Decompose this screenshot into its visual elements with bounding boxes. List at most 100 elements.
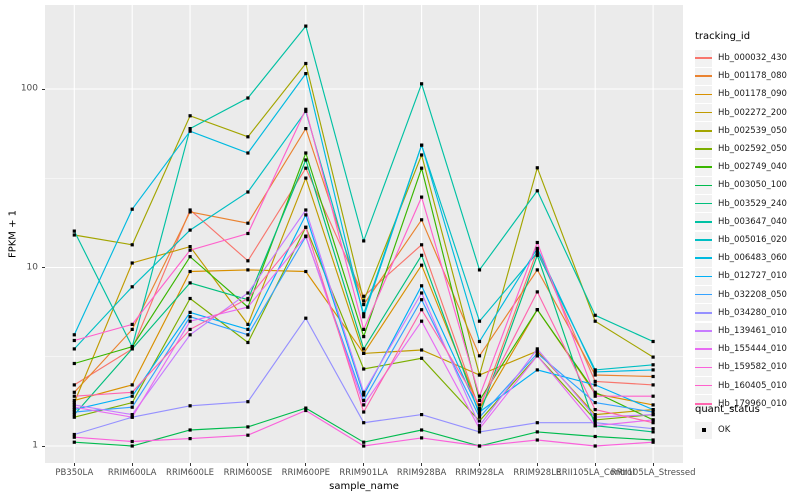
data-point	[188, 255, 192, 259]
legend-label: Hb_179960_010	[718, 398, 787, 409]
data-point	[188, 245, 192, 249]
legend-key-line-icon	[695, 148, 712, 150]
data-point	[362, 398, 366, 402]
data-point	[130, 394, 134, 398]
legend-entry-Hb_001178_090: Hb_001178_090	[694, 85, 800, 103]
data-point	[535, 430, 539, 434]
data-point	[188, 281, 192, 285]
data-point	[188, 210, 192, 214]
data-point	[130, 243, 134, 247]
legend-entry-Hb_002592_050: Hb_002592_050	[694, 140, 800, 158]
data-point	[246, 433, 250, 437]
legend-key-line-icon	[695, 257, 712, 259]
data-point	[304, 213, 308, 217]
legend-label: Hb_002749_040	[718, 162, 787, 173]
legend-label: Hb_002272_200	[718, 107, 787, 118]
data-point	[651, 408, 655, 412]
data-point	[130, 345, 134, 349]
data-point	[246, 400, 250, 404]
legend-label: Hb_000032_430	[718, 53, 787, 63]
data-point	[535, 248, 539, 252]
data-point	[188, 129, 192, 133]
data-point	[593, 444, 597, 448]
data-point	[593, 413, 597, 417]
data-point	[72, 361, 76, 366]
legend-label: Hb_159582_010	[718, 362, 787, 373]
data-point	[246, 327, 250, 331]
data-point	[246, 231, 250, 236]
data-point	[72, 408, 76, 412]
data-point	[130, 322, 134, 326]
data-point	[304, 61, 308, 66]
data-point	[593, 373, 597, 377]
data-point	[304, 176, 308, 180]
data-point	[651, 339, 655, 344]
legend-key-box	[695, 286, 712, 304]
data-point	[362, 390, 366, 394]
data-point	[72, 440, 76, 444]
y-tick-label-1: 1	[32, 440, 38, 451]
y-tick-label-10: 10	[26, 262, 38, 272]
data-point	[651, 440, 655, 444]
x-tick-mark	[73, 463, 75, 466]
data-point	[362, 403, 366, 407]
data-point	[651, 394, 655, 398]
legend-key-box	[695, 213, 712, 231]
data-point	[72, 333, 76, 337]
x-tick-mark	[594, 463, 596, 466]
data-point	[72, 415, 76, 419]
legend-entry-Hb_000032_430: Hb_000032_430	[694, 49, 800, 67]
data-point	[420, 82, 424, 86]
legend-key-line-icon	[695, 111, 712, 114]
legend-key-line-icon	[695, 166, 712, 168]
data-point	[246, 305, 250, 309]
x-tick-mark	[189, 463, 191, 466]
legend-label: Hb_001178_090	[718, 89, 787, 100]
legend-key-box	[695, 140, 712, 158]
data-point	[362, 294, 366, 298]
legend-label: Hb_160405_010	[718, 380, 787, 391]
data-point	[362, 393, 366, 397]
legend-key-line-icon	[695, 93, 712, 96]
data-point	[72, 413, 76, 417]
legend-key-box	[695, 176, 712, 194]
data-point	[477, 319, 482, 323]
plot-canvas	[45, 5, 683, 463]
data-point	[246, 291, 250, 295]
data-point	[188, 428, 192, 432]
legend-key-line-icon	[695, 366, 712, 369]
data-point	[130, 285, 134, 289]
data-point	[362, 421, 366, 425]
legend-key-box	[695, 49, 712, 67]
data-point	[72, 338, 76, 343]
data-point	[246, 151, 250, 155]
legend-entry-quant-OK: OK	[694, 421, 800, 439]
data-point	[420, 298, 424, 302]
data-point	[477, 354, 482, 358]
data-point	[246, 322, 250, 326]
data-point	[593, 379, 597, 383]
legend-key-line-icon	[695, 239, 712, 241]
data-point	[304, 225, 308, 229]
data-point	[246, 296, 250, 301]
data-point	[72, 432, 76, 437]
data-point	[420, 428, 424, 432]
data-point	[304, 316, 308, 320]
data-point	[593, 394, 597, 398]
data-point	[420, 253, 424, 257]
data-point	[593, 415, 597, 419]
data-point	[593, 370, 597, 374]
data-point	[188, 269, 192, 274]
data-point	[477, 268, 482, 272]
data-point	[304, 158, 308, 162]
legend-key-line-icon	[695, 275, 712, 278]
y-axis-title: FPKM + 1	[7, 209, 19, 259]
data-point	[130, 413, 134, 417]
legend-key-line-icon	[695, 184, 712, 187]
legend-entry-Hb_032208_050: Hb_032208_050	[694, 286, 800, 304]
legend-key-box	[695, 158, 712, 176]
data-point	[72, 401, 76, 405]
x-tick-label-RRIM600LA: RRIM600LA	[107, 468, 157, 478]
data-point	[246, 135, 250, 139]
data-point	[593, 434, 597, 439]
